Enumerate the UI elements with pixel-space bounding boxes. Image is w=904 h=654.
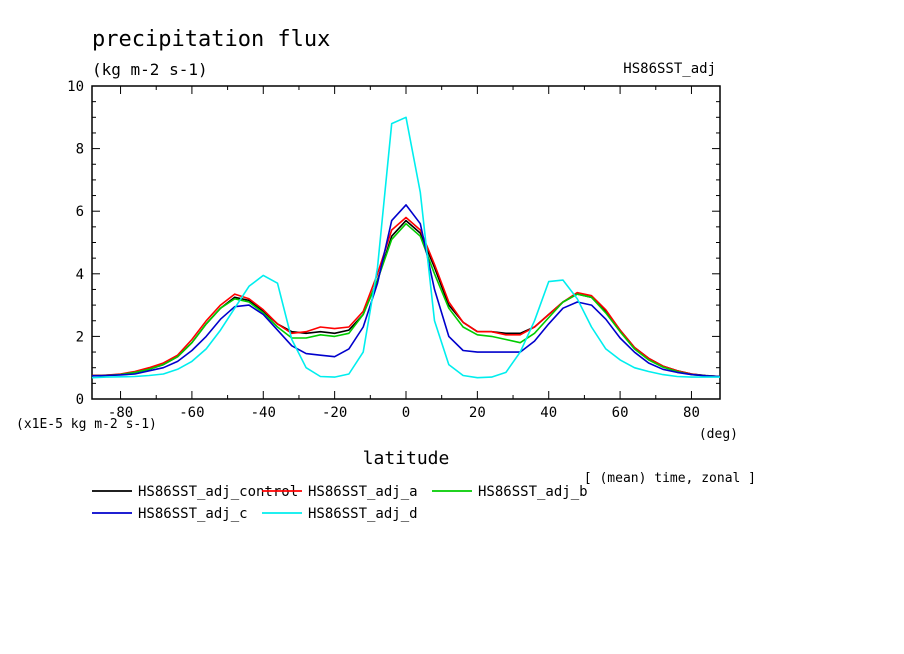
chart-units: (kg m-2 s-1) <box>92 60 208 79</box>
x-tick-label: -40 <box>251 405 276 421</box>
x-tick-label: 0 <box>402 405 410 421</box>
y-tick-label: 8 <box>76 142 84 158</box>
axis-tick-labels: -80 -60 -40 -20 0 20 40 60 80 0 2 4 6 8 10 <box>67 79 700 421</box>
x-unit-label: (deg) <box>699 427 738 442</box>
dimension-note: [ (mean) time, zonal ] <box>584 471 756 486</box>
x-tick-label: 20 <box>469 405 486 421</box>
series-line-HS86SST_adj_control <box>91 219 721 378</box>
legend-label: HS86SST_adj_control <box>138 484 298 500</box>
plot-frame <box>91 85 721 400</box>
y-tick-label: 2 <box>76 329 84 345</box>
x-tick-label: -20 <box>322 405 347 421</box>
x-tick-label: -60 <box>179 405 204 421</box>
legend-label: HS86SST_adj_a <box>308 484 418 500</box>
dataset-label: HS86SST_adj <box>623 61 716 77</box>
x-axis-label: latitude <box>363 448 450 469</box>
legend: HS86SST_adj_control HS86SST_adj_a HS86SST_… <box>92 484 588 522</box>
x-tick-label: 80 <box>683 405 700 421</box>
y-tick-label: 4 <box>76 267 84 283</box>
series-lines <box>91 116 721 379</box>
y-scale-note: (x1E-5 kg m-2 s-1) <box>16 417 157 432</box>
x-tick-label: -80 <box>108 405 133 421</box>
legend-label: HS86SST_adj_b <box>478 484 588 500</box>
y-tick-label: 6 <box>76 204 84 220</box>
y-tick-label: 0 <box>76 392 84 408</box>
series-line-HS86SST_adj_b <box>91 222 721 378</box>
legend-label: HS86SST_adj_d <box>308 506 418 522</box>
legend-label: HS86SST_adj_c <box>138 506 248 522</box>
y-tick-label: 10 <box>67 79 84 95</box>
x-tick-label: 60 <box>612 405 629 421</box>
chart-title: precipitation flux <box>92 27 330 52</box>
series-line-HS86SST_adj_d <box>91 116 720 379</box>
series-line-HS86SST_adj_c <box>91 204 721 378</box>
x-tick-label: 40 <box>540 405 557 421</box>
axis-ticks <box>92 85 720 400</box>
series-line-HS86SST_adj_a <box>91 216 721 378</box>
